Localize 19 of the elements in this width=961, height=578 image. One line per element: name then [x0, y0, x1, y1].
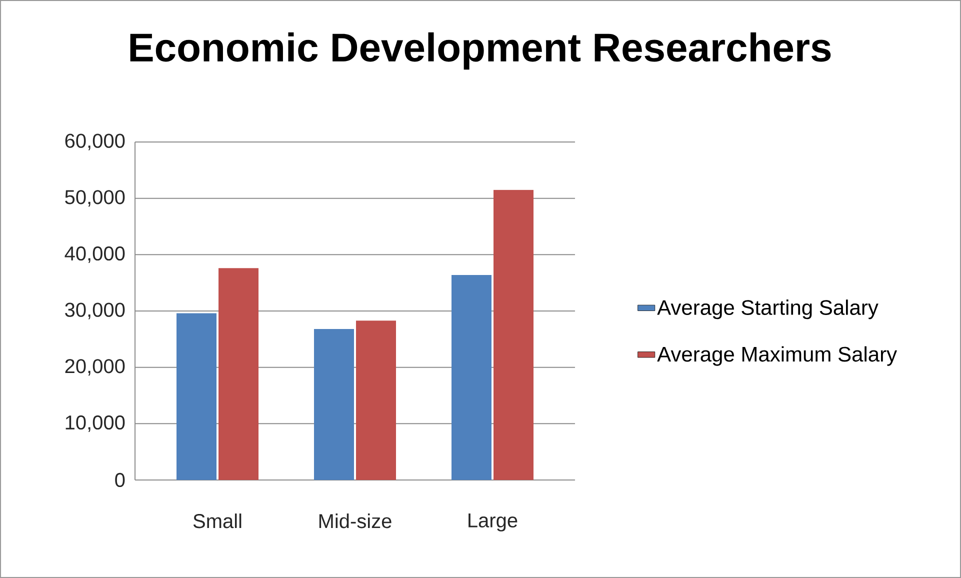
y-tick-label: 60,000	[65, 134, 125, 150]
x-tick-label: Mid-size	[319, 514, 392, 528]
bar	[494, 190, 534, 480]
y-tick-label: 10,000	[66, 415, 125, 432]
bar	[176, 313, 217, 480]
chart-title: Economic Development Researchers	[130, 32, 831, 70]
y-tick-label: 0	[115, 472, 125, 488]
bar	[356, 320, 396, 480]
x-tick-label: Large	[468, 514, 518, 532]
y-tick-label: 40,000	[64, 246, 125, 263]
y-tick-label: 20,000	[65, 359, 125, 376]
legend-label: Average Maximum Salary	[657, 346, 898, 366]
y-tick-label: 30,000	[65, 302, 125, 320]
bar	[452, 274, 492, 480]
bar	[218, 268, 259, 480]
y-tick-label: 50,000	[65, 190, 125, 207]
bar	[314, 329, 354, 480]
x-tick-label: Small	[193, 514, 242, 528]
legend-label: Average Starting Salary	[657, 300, 878, 320]
